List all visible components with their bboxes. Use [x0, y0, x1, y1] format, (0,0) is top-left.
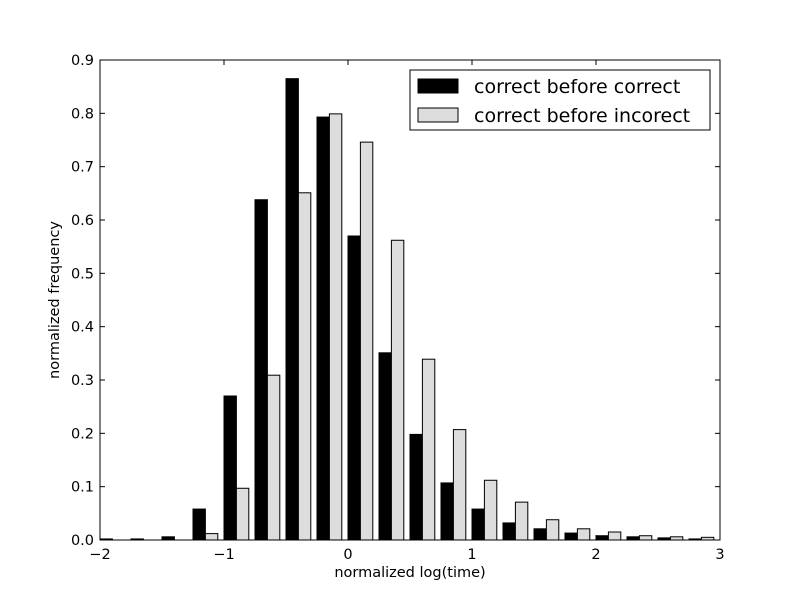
- bar-series-1-bin-16: [607, 531, 622, 541]
- bar-series-1-bin-10: [421, 358, 436, 541]
- bar-series-1-bin-3: [204, 533, 219, 541]
- bar-series-0-bin-16: [595, 535, 609, 541]
- bar-series-1-bin-13: [514, 501, 529, 541]
- plot-frame: [99, 59, 721, 541]
- y-tick-label: 0.3: [71, 373, 94, 389]
- y-tick-label: 0.8: [71, 106, 94, 122]
- bar-series-1-bin-6: [297, 192, 312, 541]
- bar-series-1-bin-5: [266, 374, 281, 541]
- bar-series-1-bin-9: [390, 239, 405, 541]
- y-tick-label: 0.9: [71, 53, 94, 69]
- x-tick-label: −2: [89, 547, 110, 563]
- y-tick-label: 0.7: [71, 160, 94, 176]
- x-tick-label: 2: [591, 547, 600, 563]
- bar-series-1-bin-8: [359, 141, 374, 541]
- bar-series-1-bin-12: [483, 479, 498, 541]
- x-tick-label: 1: [467, 547, 476, 563]
- bar-series-0-bin-12: [471, 508, 485, 541]
- bar-series-0-bin-3: [192, 508, 206, 541]
- legend: correct before correct correct before in…: [409, 69, 711, 131]
- x-tick-label: 3: [715, 547, 724, 563]
- bar-series-0-bin-14: [533, 528, 547, 541]
- bar-series-1-bin-17: [638, 535, 653, 541]
- bar-series-1-bin-15: [576, 528, 591, 541]
- bar-series-0-bin-5: [254, 199, 268, 541]
- legend-swatch-correct-before-incorect: [417, 107, 459, 123]
- x-tick-label: −1: [213, 547, 234, 563]
- bar-series-0-bin-9: [378, 352, 392, 541]
- bar-series-0-bin-8: [347, 235, 361, 541]
- legend-frame: [409, 69, 711, 131]
- bar-series-1-bin-11: [452, 429, 467, 541]
- legend-label-correct-before-correct: correct before correct: [474, 76, 680, 98]
- bar-series-0-bin-10: [409, 433, 423, 541]
- bar-series-1-bin-4: [235, 487, 250, 541]
- y-tick-label: 0.6: [71, 213, 94, 229]
- bar-series-0-bin-7: [316, 116, 330, 541]
- bar-series-0-bin-4: [223, 395, 237, 541]
- y-tick-label: 0.2: [71, 426, 94, 442]
- y-axis-label: normalized frequency: [47, 221, 63, 379]
- y-tick-label: 0.1: [71, 480, 94, 496]
- y-tick-label: 0.4: [71, 320, 94, 336]
- bar-series-1-bin-7: [328, 113, 343, 541]
- bar-series-0-bin-6: [285, 78, 299, 541]
- bar-series-1-bin-14: [545, 519, 560, 541]
- ticks-layer: −2 −1 0 1 2 3 0.0 0.1 0.2 0.3 0.4 0.5 0.6 0.7 0.8 0.9: [71, 53, 725, 563]
- legend-label-correct-before-incorect: correct before incorect: [474, 105, 690, 127]
- y-tick-label: 0.0: [71, 533, 94, 549]
- x-tick-label: 0: [343, 547, 352, 563]
- bar-series-0-bin-15: [564, 532, 578, 541]
- bar-series-0-bin-11: [440, 482, 454, 541]
- legend-swatch-correct-before-correct: [417, 78, 459, 94]
- bar-series-0-bin-13: [502, 522, 516, 541]
- y-tick-label: 0.5: [71, 266, 94, 282]
- x-axis-label: normalized log(time): [334, 565, 485, 581]
